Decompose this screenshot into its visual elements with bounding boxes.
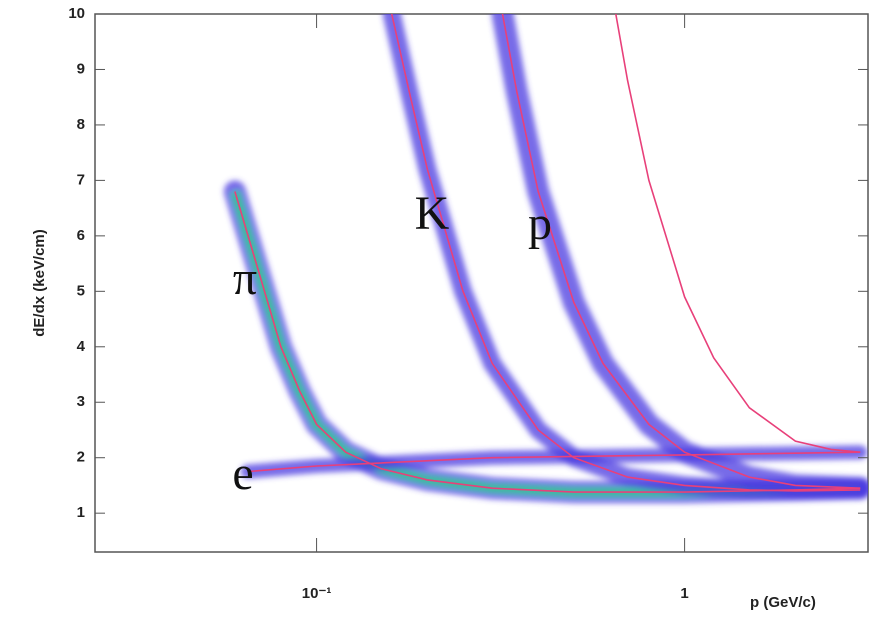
curve: [390, 14, 861, 492]
y-tick-label: 1: [77, 504, 85, 521]
y-tick-label: 10: [68, 5, 85, 22]
y-axis-label: dE/dx (keV/cm): [31, 229, 48, 337]
curve: [501, 14, 861, 489]
y-tick-label: 4: [77, 338, 86, 355]
curve: [234, 191, 861, 493]
y-tick-label: 3: [77, 393, 85, 410]
x-tick-label: 1: [680, 585, 688, 602]
y-tick-label: 2: [77, 449, 85, 466]
particle-label: e: [232, 447, 253, 500]
y-tick-label: 9: [77, 60, 85, 77]
y-tick-label: 6: [77, 227, 85, 244]
x-axis-label: p (GeV/c): [750, 594, 816, 611]
particle-label: π: [233, 252, 257, 305]
x-tick-label: 10⁻¹: [302, 585, 332, 602]
y-tick-label: 7: [77, 171, 85, 188]
particle-label: K: [415, 187, 450, 240]
particle-label: p: [528, 197, 552, 250]
curve: [615, 14, 861, 453]
curves: [234, 14, 861, 493]
y-tick-label: 5: [77, 282, 85, 299]
curve: [247, 451, 861, 473]
y-tick-label: 8: [77, 116, 85, 133]
